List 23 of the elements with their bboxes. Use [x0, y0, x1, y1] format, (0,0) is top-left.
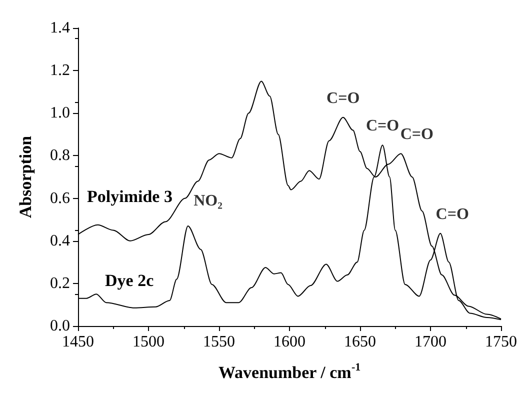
- series-label: Polyimide 3: [87, 186, 172, 206]
- annotation: C=O: [436, 206, 469, 223]
- y-tick-label: 1.2: [50, 62, 70, 80]
- x-tick-label: 1550: [203, 334, 235, 350]
- y-tick-label: 0.8: [50, 147, 70, 164]
- x-tick-label: 1650: [344, 334, 376, 350]
- y-tick-label: 1.4: [50, 20, 70, 36]
- y-tick-label: 0.4: [50, 232, 70, 250]
- x-tick-label: 1600: [274, 334, 306, 350]
- annotation: C=O: [400, 126, 434, 144]
- series-label: Dye 2c: [105, 270, 154, 290]
- y-tick-label: 0.2: [50, 274, 70, 292]
- y-axis-title: Absorption: [16, 135, 35, 218]
- x-tick-label: 1750: [485, 334, 517, 350]
- annotation: C=O: [366, 118, 400, 135]
- x-tick-label: 1500: [132, 334, 164, 350]
- x-tick-label: 1450: [62, 334, 94, 350]
- annotation: NO₂: [194, 192, 223, 210]
- x-tick-label: 1700: [414, 334, 446, 350]
- y-tick-label: 0.0: [50, 318, 70, 334]
- annotation: C=O: [326, 90, 360, 107]
- y-tick-label: 1.0: [50, 104, 70, 122]
- y-tick-label: 0.6: [50, 190, 70, 207]
